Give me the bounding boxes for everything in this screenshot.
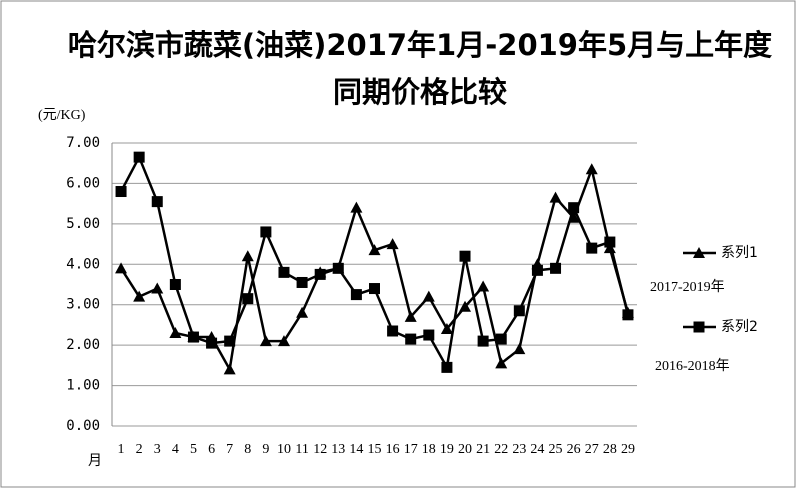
marker: [224, 335, 236, 347]
marker: [314, 268, 326, 280]
marker: [495, 357, 508, 369]
marker: [369, 283, 380, 295]
x-tick-label: 2: [136, 442, 143, 457]
chart-title: 哈尔滨市蔬菜(油菜)2017年1月-2019年5月与上年度同期价格比较: [67, 28, 773, 109]
x-tick-label: 6: [208, 442, 215, 457]
marker: [115, 186, 127, 198]
marker: [296, 276, 308, 288]
annotation: 2017-2019年: [650, 279, 725, 295]
marker: [440, 322, 453, 334]
x-tick-label: 16: [386, 442, 400, 457]
marker: [404, 310, 417, 322]
y-tick-label: 1.00: [66, 378, 100, 394]
x-tick-label: 21: [476, 442, 490, 457]
marker: [350, 201, 363, 213]
x-tick-label: 20: [458, 442, 472, 457]
marker: [368, 244, 381, 256]
x-tick-label: 7: [226, 442, 233, 457]
marker: [423, 329, 435, 341]
y-tick-label: 4.00: [66, 256, 100, 272]
y-tick-label: 5.00: [66, 216, 100, 232]
y-axis-label: (元/KG): [38, 108, 86, 123]
x-tick-label: 11: [295, 442, 308, 457]
x-tick-label: 18: [422, 442, 436, 457]
x-tick-label: 29: [621, 442, 635, 457]
marker: [259, 335, 272, 347]
marker: [332, 262, 344, 274]
marker: [422, 290, 435, 302]
marker: [568, 202, 580, 214]
y-tick-label: 2.00: [66, 337, 100, 353]
marker: [260, 226, 272, 238]
marker: [115, 262, 128, 274]
x-tick-label: 3: [154, 442, 161, 457]
marker: [169, 327, 182, 339]
x-tick-label: 10: [277, 442, 291, 457]
marker: [586, 242, 598, 254]
marker: [477, 335, 489, 347]
marker: [151, 282, 164, 294]
y-tick-label: 7.00: [66, 135, 100, 151]
marker: [604, 236, 616, 248]
marker: [206, 337, 218, 349]
marker: [550, 262, 562, 274]
marker: [622, 309, 634, 321]
y-tick-label: 3.00: [66, 297, 100, 313]
x-tick-label: 26: [567, 442, 581, 457]
marker: [459, 300, 472, 312]
marker: [223, 363, 236, 375]
marker: [513, 343, 526, 355]
x-tick-label: 28: [603, 442, 617, 457]
x-tick-label: 23: [512, 442, 526, 457]
marker: [513, 305, 525, 317]
x-tick-label: 4: [172, 442, 179, 457]
marker: [693, 247, 705, 258]
x-tick-label: 22: [494, 442, 508, 457]
x-tick-label: 12: [313, 442, 327, 457]
marker: [133, 151, 145, 163]
marker: [387, 325, 399, 337]
y-tick-label: 6.00: [66, 175, 100, 191]
x-tick-label: 13: [331, 442, 345, 457]
x-tick-label: 19: [440, 442, 454, 457]
marker: [585, 163, 598, 175]
marker: [296, 306, 309, 318]
marker: [278, 266, 290, 278]
marker: [495, 333, 507, 345]
x-tick-label: 9: [262, 442, 269, 457]
x-tick-label: 17: [404, 442, 418, 457]
marker: [242, 293, 254, 305]
marker: [531, 264, 543, 276]
y-tick-label: 0.00: [66, 418, 100, 434]
x-tick-label: 8: [244, 442, 251, 457]
marker: [386, 238, 399, 250]
legend-label: 系列1: [721, 245, 758, 261]
x-tick-label: 27: [585, 442, 599, 457]
marker: [241, 250, 254, 262]
legend-label: 系列2: [721, 319, 758, 335]
marker: [187, 331, 199, 343]
annotation: 2016-2018年: [655, 358, 730, 374]
x-tick-label: 24: [530, 442, 544, 457]
marker: [693, 321, 705, 333]
marker: [549, 191, 562, 203]
x-tick-label: 1: [118, 442, 125, 457]
x-tick-label: 25: [549, 442, 563, 457]
x-axis-label: 月: [88, 453, 102, 469]
marker: [169, 279, 181, 290]
x-tick-label: 5: [190, 442, 197, 457]
marker: [477, 280, 490, 292]
x-tick-label: 15: [368, 442, 382, 457]
marker: [151, 196, 163, 208]
marker: [441, 361, 453, 373]
marker: [459, 250, 471, 262]
x-tick-label: 14: [349, 442, 363, 457]
marker: [133, 290, 146, 302]
marker: [350, 289, 362, 301]
marker: [405, 333, 417, 345]
marker: [277, 335, 290, 347]
